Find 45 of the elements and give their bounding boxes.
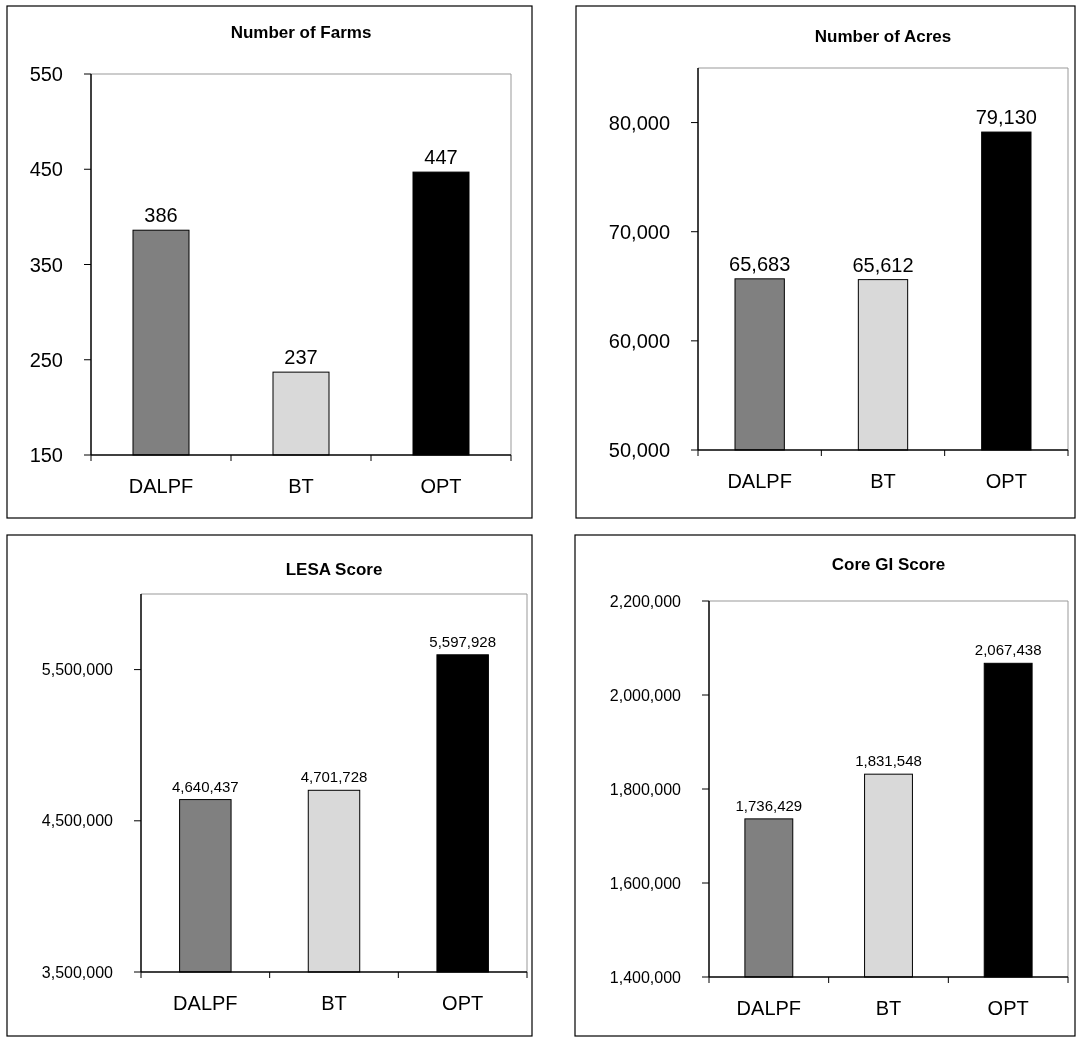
y-tick-label: 4,500,000	[41, 812, 114, 830]
data-label: 79,130	[975, 106, 1037, 129]
y-tick-label: 450	[29, 158, 63, 181]
data-label: 1,736,429	[735, 796, 803, 814]
data-label: 386	[144, 204, 178, 227]
y-tick-label: 60,000	[608, 329, 670, 352]
y-tick-label: 350	[29, 253, 63, 276]
data-label: 4,640,437	[171, 777, 239, 795]
x-tick-label: OPT	[987, 997, 1029, 1019]
x-tick-label: DALPF	[173, 992, 238, 1014]
data-label: 4,701,728	[300, 768, 368, 786]
y-tick-label: 250	[29, 348, 63, 371]
x-tick-label: BT	[288, 475, 314, 497]
x-tick-label: BT	[321, 992, 347, 1014]
y-tick-label: 80,000	[608, 111, 670, 134]
x-tick-label: DALPF	[736, 997, 802, 1019]
y-tick-label: 5,500,000	[41, 661, 114, 679]
x-tick-label: DALPF	[727, 470, 792, 492]
chart-title: LESA Score	[285, 560, 383, 579]
x-tick-label: BT	[870, 470, 896, 492]
x-tick-label: DALPF	[128, 475, 194, 497]
x-tick-label: BT	[875, 997, 902, 1019]
y-tick-label: 1,400,000	[609, 968, 682, 986]
data-label: 65,612	[852, 253, 914, 276]
y-tick-label: 2,200,000	[609, 592, 682, 610]
chart-title: Core GI Score	[831, 555, 946, 574]
y-tick-label: 2,000,000	[609, 686, 682, 704]
data-label: 1,831,548	[855, 752, 922, 770]
y-tick-label: 1,800,000	[609, 780, 682, 798]
y-tick-label: 3,500,000	[41, 963, 114, 981]
y-tick-label: 550	[29, 63, 63, 85]
chart-title: Number of Farms	[230, 23, 372, 42]
data-label: 2,067,438	[974, 641, 1042, 659]
data-label: 65,683	[729, 252, 791, 275]
data-label: 237	[284, 346, 318, 369]
y-tick-label: 150	[29, 444, 63, 466]
x-tick-label: OPT	[442, 992, 484, 1014]
data-label: 5,597,928	[429, 632, 497, 650]
x-tick-label: OPT	[420, 475, 462, 497]
x-tick-label: OPT	[985, 470, 1027, 492]
y-tick-label: 70,000	[608, 220, 670, 243]
chart-title: Number of Acres	[814, 27, 952, 46]
y-tick-label: 1,600,000	[609, 874, 682, 892]
y-tick-label: 50,000	[608, 439, 670, 461]
data-label: 447	[424, 146, 458, 169]
